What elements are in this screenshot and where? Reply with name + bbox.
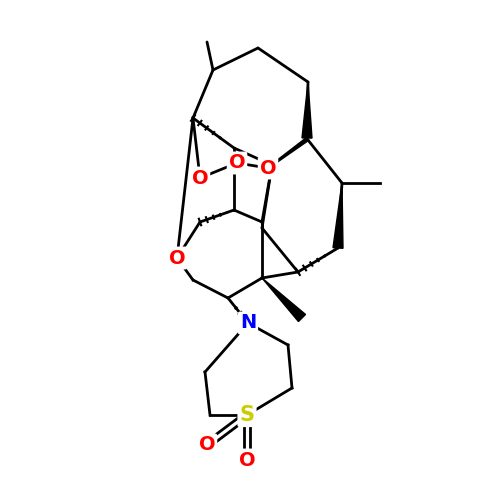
Text: O: O xyxy=(198,436,216,454)
Polygon shape xyxy=(302,82,312,138)
Text: O: O xyxy=(168,248,186,268)
Text: N: N xyxy=(240,314,256,332)
Text: O: O xyxy=(192,168,208,188)
Text: O: O xyxy=(238,450,256,469)
Text: S: S xyxy=(240,405,254,425)
Polygon shape xyxy=(333,183,343,248)
Text: O: O xyxy=(260,158,276,178)
Polygon shape xyxy=(262,278,306,322)
Text: O: O xyxy=(228,154,246,172)
